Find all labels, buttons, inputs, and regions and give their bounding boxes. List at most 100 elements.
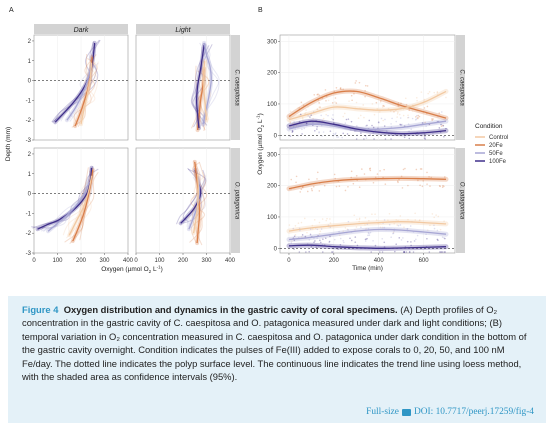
- data-point: [359, 114, 362, 117]
- data-point: [374, 213, 376, 215]
- data-point: [342, 132, 345, 135]
- data-point: [307, 106, 309, 108]
- x-tick-label: 400: [123, 258, 134, 264]
- data-point: [299, 191, 302, 193]
- data-point: [318, 232, 321, 235]
- data-point: [318, 94, 320, 96]
- profile-raw-line: [73, 64, 98, 125]
- data-point: [430, 176, 433, 179]
- profile-raw-line: [191, 70, 210, 129]
- data-point: [402, 114, 405, 117]
- data-point: [337, 248, 339, 250]
- data-point: [388, 223, 391, 226]
- data-point: [402, 168, 405, 171]
- data-point: [400, 239, 403, 241]
- data-point: [375, 101, 378, 104]
- data-point: [415, 238, 417, 241]
- data-point: [405, 251, 408, 253]
- data-point: [414, 119, 417, 121]
- data-point: [397, 105, 400, 107]
- data-point: [383, 246, 386, 248]
- data-point: [424, 135, 426, 138]
- data-point: [358, 220, 360, 223]
- data-point: [289, 135, 292, 137]
- data-point: [300, 221, 303, 224]
- data-point: [298, 251, 301, 253]
- data-point: [313, 219, 316, 221]
- data-point: [372, 240, 374, 242]
- data-point: [329, 130, 332, 132]
- profile-raw-line: [195, 65, 207, 132]
- data-point: [384, 183, 387, 185]
- data-point: [298, 114, 301, 117]
- data-point: [426, 171, 428, 174]
- data-point: [291, 131, 294, 133]
- data-point: [316, 171, 319, 174]
- data-point: [293, 235, 296, 238]
- caption-figure-label: Figure 4: [22, 304, 59, 315]
- data-point: [316, 125, 318, 128]
- data-point: [412, 251, 415, 253]
- data-point: [423, 137, 426, 140]
- data-point: [295, 175, 298, 178]
- profile-raw-line: [43, 182, 93, 233]
- data-point: [318, 131, 320, 133]
- profile-raw-line: [51, 39, 101, 123]
- data-point: [372, 181, 375, 184]
- data-point: [419, 184, 421, 187]
- data-point: [364, 84, 367, 87]
- data-point: [443, 176, 446, 178]
- data-point: [303, 217, 306, 220]
- legend-title: Condition: [475, 123, 503, 130]
- data-point: [406, 116, 409, 119]
- data-point: [377, 122, 380, 124]
- data-point: [302, 104, 305, 107]
- data-point: [356, 134, 358, 137]
- data-point: [438, 251, 441, 253]
- data-point: [339, 237, 342, 240]
- data-point: [404, 97, 407, 100]
- data-point: [416, 114, 418, 117]
- data-point: [369, 231, 372, 234]
- y-tick-label: 0: [274, 246, 278, 252]
- data-point: [402, 108, 405, 111]
- data-point: [403, 251, 405, 253]
- data-point: [383, 125, 386, 127]
- trend-line-fe100: [288, 244, 447, 249]
- data-point: [329, 235, 331, 238]
- data-point: [350, 239, 353, 242]
- data-point: [420, 91, 423, 93]
- data-point: [374, 176, 377, 179]
- doi-link[interactable]: DOI: 10.7717/peerj.17259/fig-4: [413, 407, 534, 417]
- y-tick-label: 200: [267, 184, 278, 190]
- data-point: [306, 242, 309, 245]
- profile-raw-line: [182, 168, 207, 224]
- full-size-link[interactable]: Full-size: [366, 407, 399, 417]
- data-point: [318, 221, 321, 224]
- data-point: [350, 120, 353, 123]
- data-point: [310, 245, 313, 248]
- data-point: [378, 251, 381, 253]
- data-point: [436, 91, 439, 93]
- data-point: [350, 170, 353, 173]
- data-point: [337, 136, 340, 138]
- data-point: [312, 117, 314, 120]
- y-tick-label: -3: [26, 138, 32, 144]
- data-point: [322, 117, 325, 120]
- data-point: [316, 178, 318, 180]
- data-point: [366, 124, 368, 127]
- trend-line-control: [68, 175, 93, 236]
- data-point: [339, 87, 342, 90]
- y-tick-label: 0: [28, 79, 32, 85]
- data-point: [292, 227, 295, 230]
- data-point: [338, 230, 340, 233]
- data-point: [291, 130, 294, 133]
- facet-strip-dark: [34, 24, 128, 34]
- x-tick-label: 400: [374, 258, 385, 264]
- data-point: [426, 229, 429, 231]
- data-point: [289, 121, 292, 124]
- data-point: [384, 118, 386, 121]
- data-point: [435, 214, 437, 216]
- data-point: [431, 118, 433, 120]
- data-point: [393, 110, 395, 113]
